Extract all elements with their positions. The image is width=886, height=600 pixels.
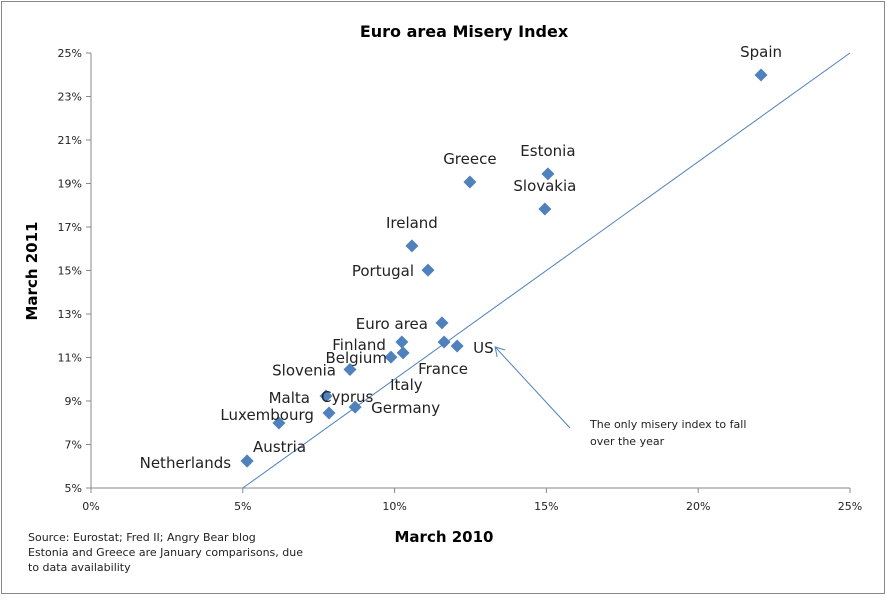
data-point-cyprus	[322, 406, 336, 420]
data-point-ireland	[405, 239, 419, 253]
x-tick-label: 20%	[686, 500, 710, 513]
data-label: Spain	[740, 43, 782, 61]
data-label: Malta	[269, 389, 310, 407]
data-point-netherlands	[240, 454, 254, 468]
chart-title: Euro area Misery Index	[360, 22, 569, 41]
annotation-text: The only misery index to fall	[589, 418, 746, 431]
data-label: Euro area	[356, 315, 428, 333]
data-label: Luxembourg	[220, 406, 314, 424]
data-point-france	[437, 335, 451, 349]
source-note: Source: Eurostat; Fred II; Angry Bear bl…	[28, 531, 256, 544]
y-tick-label: 15%	[58, 265, 82, 278]
y-tick-label: 9%	[65, 395, 82, 408]
data-label: Cyprus	[321, 388, 374, 406]
data-label: Slovenia	[272, 361, 336, 379]
data-label: Belgium	[325, 349, 387, 367]
data-point-spain	[754, 68, 768, 82]
data-label: France	[418, 360, 468, 378]
x-tick-label: 0%	[82, 500, 99, 513]
source-note: Estonia and Greece are January compariso…	[28, 546, 303, 559]
data-point-slovenia	[343, 362, 357, 376]
y-axis-label: March 2011	[23, 222, 41, 321]
data-point-italy	[396, 346, 410, 360]
data-label: Ireland	[386, 214, 438, 232]
data-label: Germany	[371, 399, 440, 417]
data-label: Portugal	[352, 262, 414, 280]
y-tick-label: 19%	[58, 178, 82, 191]
data-point-germany	[348, 400, 362, 414]
x-tick-label: 5%	[234, 500, 251, 513]
data-point-belgium	[384, 350, 398, 364]
y-tick-label: 7%	[65, 439, 82, 452]
y-tick-label: 11%	[58, 352, 82, 365]
data-point-greece	[463, 175, 477, 189]
y-tick-label: 5%	[65, 482, 82, 495]
data-label: Finland	[332, 336, 386, 354]
reference-line-45deg	[242, 52, 851, 489]
data-label: Netherlands	[140, 454, 232, 472]
data-label: Austria	[253, 438, 306, 456]
x-tick-label: 10%	[382, 500, 406, 513]
data-point-finland	[395, 335, 409, 349]
y-tick-label: 13%	[58, 308, 82, 321]
data-point-euro-area	[435, 316, 449, 330]
data-point-slovakia	[538, 202, 552, 216]
source-note: to data availability	[28, 561, 131, 574]
annotation-arrow-line	[494, 346, 571, 429]
data-label: Italy	[390, 376, 423, 394]
data-point-malta	[319, 389, 333, 403]
annotation-text: over the year	[590, 435, 665, 448]
x-axis-label: March 2010	[395, 528, 494, 546]
y-tick-label: 17%	[58, 221, 82, 234]
data-label: US	[473, 339, 494, 357]
data-point-us	[450, 339, 464, 353]
data-point-estonia	[541, 167, 555, 181]
data-point-luxembourg	[272, 416, 286, 430]
x-tick-label: 25%	[838, 500, 862, 513]
y-tick-label: 25%	[58, 47, 82, 60]
data-point-portugal	[421, 263, 435, 277]
x-tick-label: 15%	[534, 500, 558, 513]
annotation-arrowhead-icon	[494, 346, 506, 358]
data-label: Estonia	[520, 142, 575, 160]
y-tick-label: 21%	[58, 134, 82, 147]
y-tick-label: 23%	[58, 91, 82, 104]
data-label: Slovakia	[513, 177, 576, 195]
data-label: Greece	[443, 150, 496, 168]
